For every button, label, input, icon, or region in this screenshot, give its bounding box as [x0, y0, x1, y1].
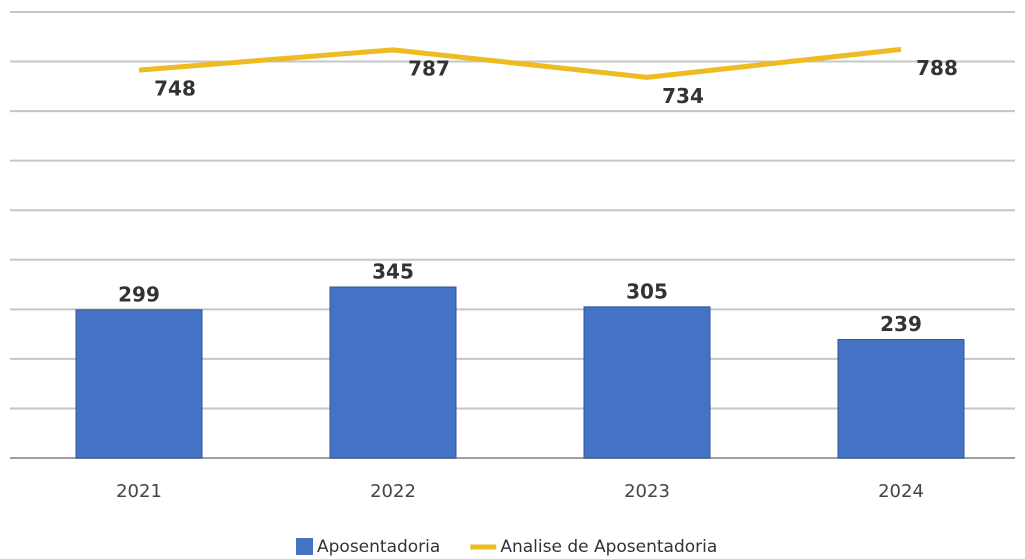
legend-label: Aposentadoria: [317, 537, 440, 557]
data-label: 734: [662, 84, 704, 108]
x-tick-label: 2021: [116, 481, 162, 502]
bar: [329, 286, 457, 459]
legend-swatch: [296, 538, 313, 555]
x-tick-label: 2023: [624, 481, 670, 502]
legend-label: Analise de Aposentadoria: [500, 537, 717, 557]
data-label: 345: [372, 260, 414, 284]
data-label: 299: [118, 282, 160, 306]
data-label: 787: [408, 56, 450, 80]
data-label: 305: [626, 279, 668, 303]
data-label: 748: [154, 77, 196, 101]
bar: [75, 309, 203, 459]
bar: [837, 339, 965, 459]
line: [138, 46, 902, 80]
x-tick-label: 2022: [370, 481, 416, 502]
x-tick-label: 2024: [878, 481, 924, 502]
data-label: 239: [880, 312, 922, 336]
data-label: 788: [916, 56, 958, 80]
bar: [583, 306, 711, 459]
